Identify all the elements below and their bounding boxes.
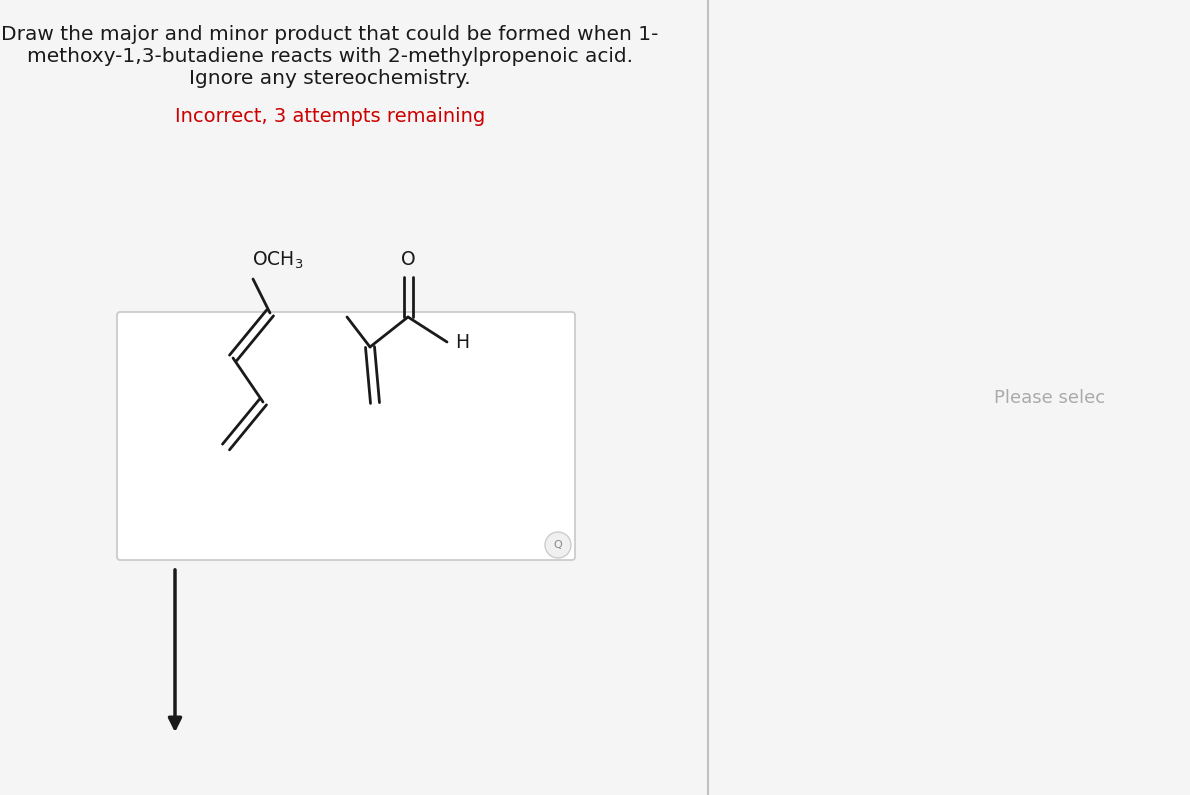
Text: Incorrect, 3 attempts remaining: Incorrect, 3 attempts remaining: [175, 107, 486, 126]
Circle shape: [545, 532, 571, 558]
Text: Draw the major and minor product that could be formed when 1-: Draw the major and minor product that co…: [1, 25, 659, 44]
Text: Ignore any stereochemistry.: Ignore any stereochemistry.: [189, 69, 471, 88]
FancyArrowPatch shape: [169, 570, 181, 728]
FancyBboxPatch shape: [117, 312, 575, 560]
Text: OCH$_3$: OCH$_3$: [252, 250, 303, 271]
Text: Please selec: Please selec: [995, 389, 1106, 407]
Text: H: H: [455, 332, 469, 351]
Text: Q: Q: [553, 540, 563, 550]
Text: O: O: [401, 250, 415, 269]
Text: methoxy-1,3-butadiene reacts with 2-methylpropenoic acid.: methoxy-1,3-butadiene reacts with 2-meth…: [27, 47, 633, 66]
